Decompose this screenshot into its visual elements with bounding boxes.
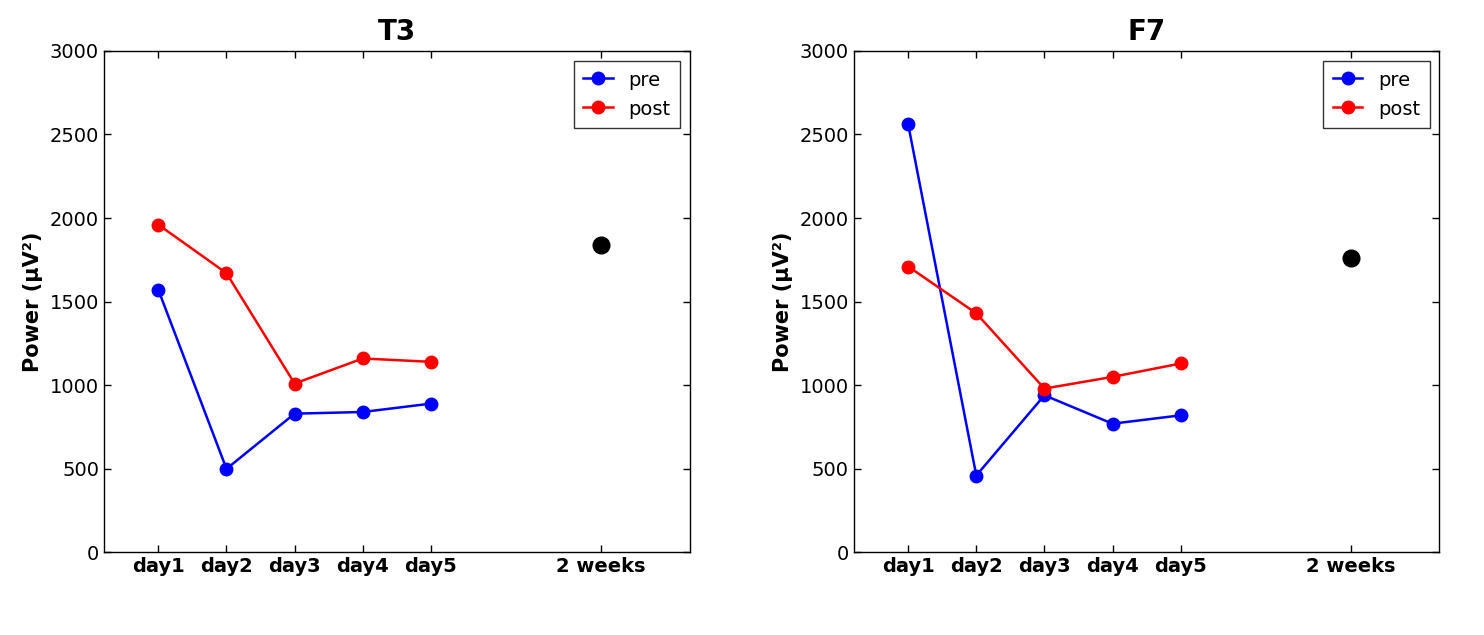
Title: F7: F7 (1128, 18, 1166, 46)
pre (1036, 391, 1054, 399)
post (1036, 385, 1054, 392)
pre (899, 121, 917, 128)
post (353, 355, 371, 363)
Legend: pre, post: pre, post (574, 60, 680, 128)
pre (218, 465, 236, 472)
Line: post: post (153, 218, 438, 390)
pre (1172, 411, 1190, 419)
Line: pre: pre (153, 284, 438, 475)
pre (150, 286, 168, 294)
post (218, 269, 236, 277)
post (968, 309, 985, 317)
pre (286, 410, 304, 417)
pre (1104, 420, 1122, 427)
post (421, 358, 439, 366)
pre (968, 472, 985, 479)
Title: T3: T3 (377, 18, 416, 46)
Line: pre: pre (902, 118, 1187, 482)
post (286, 380, 304, 387)
post (899, 263, 917, 271)
post (1172, 359, 1190, 367)
Line: post: post (902, 260, 1187, 395)
post (150, 221, 168, 229)
Y-axis label: Power (μV²): Power (μV²) (22, 231, 43, 372)
pre (353, 408, 371, 416)
post (1104, 373, 1122, 381)
Y-axis label: Power (μV²): Power (μV²) (773, 231, 792, 372)
Legend: pre, post: pre, post (1324, 60, 1429, 128)
pre (421, 400, 439, 408)
